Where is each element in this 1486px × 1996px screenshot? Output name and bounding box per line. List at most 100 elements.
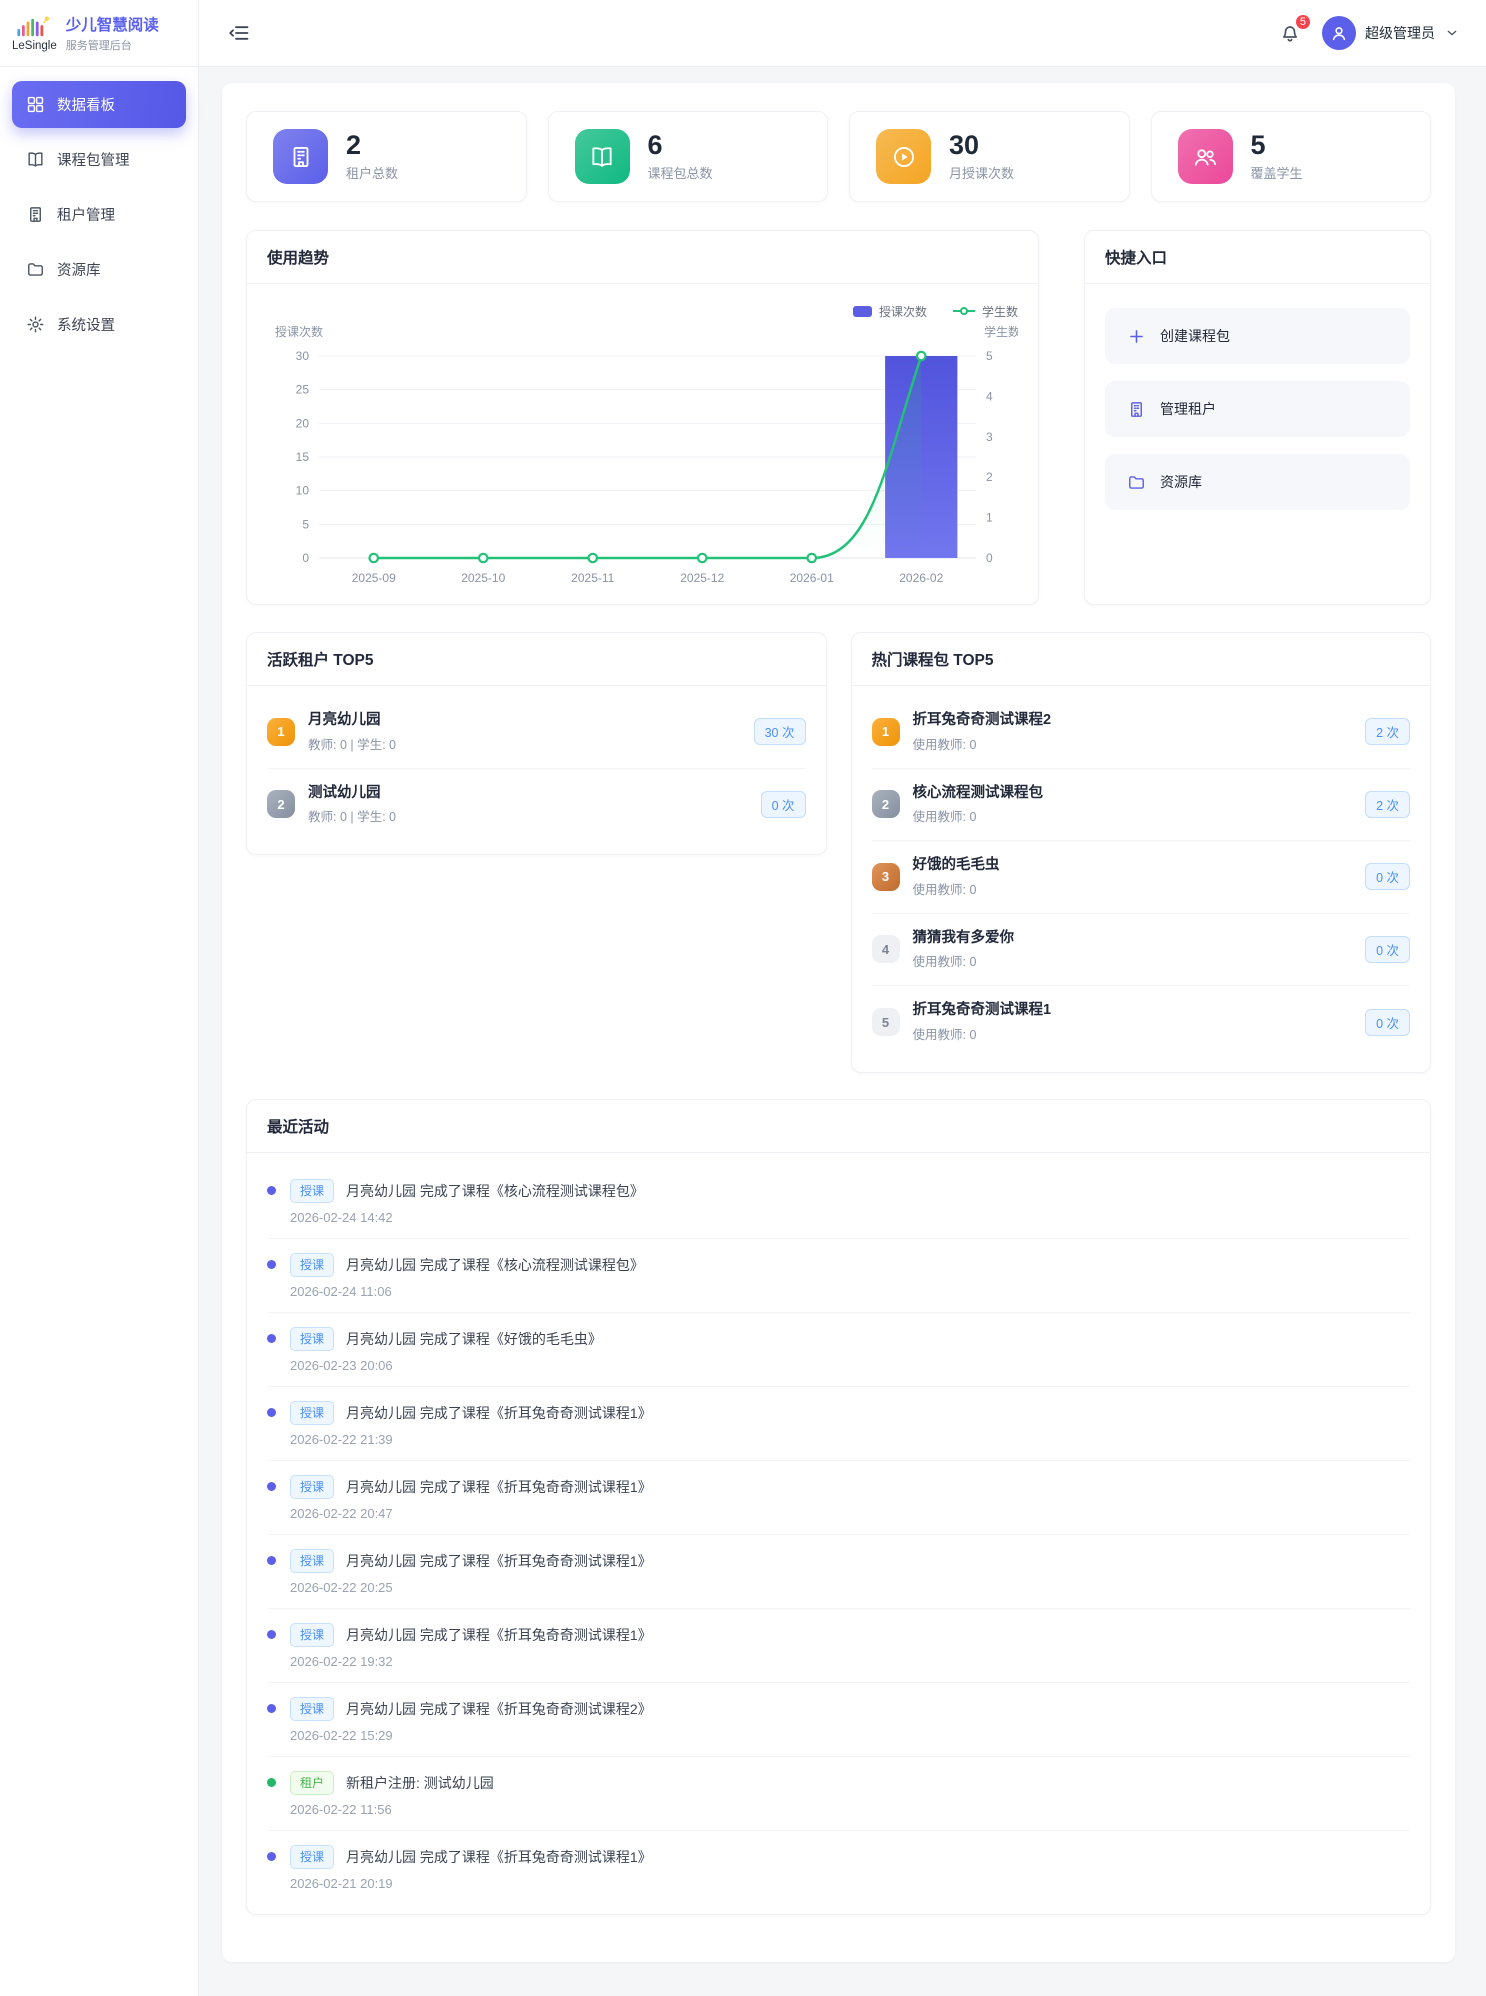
package-name: 猜猜我有多爱你 (912, 929, 1015, 946)
activity-type-badge: 授课 (290, 1844, 335, 1869)
gear-icon (26, 315, 45, 334)
card-title: 活跃租户 TOP5 (247, 633, 826, 686)
svg-text:4: 4 (986, 389, 993, 403)
sidebar-item-resources[interactable]: 资源库 (12, 246, 186, 293)
svg-text:3: 3 (986, 430, 993, 444)
stat-card-monthly-lessons: 30 月授课次数 (849, 111, 1130, 202)
stat-card-tenant-total: 2 租户总数 (246, 111, 527, 202)
sidebar-item-dashboard[interactable]: 数据看板 (12, 81, 186, 128)
sidebar-item-label: 系统设置 (57, 318, 115, 334)
stat-value: 2 (346, 129, 362, 160)
activity-type-badge: 授课 (290, 1252, 335, 1277)
app-title: 少儿智慧阅读 (65, 17, 159, 34)
activity-timestamp: 2026-02-22 11:56 (290, 1801, 392, 1817)
quick-entry-resources[interactable]: 资源库 (1105, 454, 1410, 510)
legend-bar-swatch (852, 305, 872, 317)
activity-row: 授课 月亮幼儿园 完成了课程《好饿的毛毛虫》 2026-02-23 20:06 (267, 1313, 1410, 1387)
use-count-badge: 0 次 (1365, 863, 1410, 891)
logo: LeSingle 少儿智慧阅读 服务管理后台 (0, 0, 198, 67)
activity-type-badge: 授课 (290, 1326, 335, 1351)
stat-value: 5 (1250, 129, 1266, 160)
package-meta: 使用教师: 0 (912, 737, 977, 752)
package-meta: 使用教师: 0 (912, 955, 977, 970)
building-icon (1127, 400, 1146, 419)
username: 超级管理员 (1365, 25, 1435, 41)
activity-timestamp: 2026-02-21 20:19 (290, 1875, 393, 1891)
quick-entry-list: 创建课程包 管理租户 资源库 (1085, 284, 1430, 534)
rank-badge: 3 (871, 862, 900, 891)
svg-text:2025-12: 2025-12 (680, 571, 724, 585)
svg-text:2026-01: 2026-01 (790, 571, 834, 585)
package-name: 核心流程测试课程包 (912, 784, 1044, 801)
card-title: 热门课程包 TOP5 (851, 633, 1430, 686)
activity-timestamp: 2026-02-24 11:06 (290, 1283, 392, 1299)
activity-message: 月亮幼儿园 完成了课程《折耳兔奇奇测试课程1》 (346, 1848, 652, 1865)
activity-type-badge: 授课 (290, 1474, 335, 1499)
plus-icon (1127, 327, 1146, 346)
svg-text:0: 0 (302, 551, 309, 565)
chevron-down-icon (1444, 25, 1460, 41)
tenant-row: 2 测试幼儿园 教师: 0 | 学生: 0 0 次 (267, 769, 806, 841)
sidebar-item-tenants[interactable]: 租户管理 (12, 191, 186, 238)
sidebar-item-settings[interactable]: 系统设置 (12, 301, 186, 348)
legend-item-lessons[interactable]: 授课次数 (852, 303, 927, 320)
notifications-button[interactable]: 5 (1278, 13, 1312, 45)
collapse-sidebar-icon[interactable] (227, 21, 251, 45)
sidebar-item-label: 数据看板 (57, 98, 115, 114)
lesson-count-badge: 0 次 (760, 790, 806, 818)
legend-line-swatch (952, 307, 975, 315)
activity-type-badge: 授课 (290, 1178, 335, 1203)
activity-message: 月亮幼儿园 完成了课程《核心流程测试课程包》 (346, 1182, 644, 1199)
legend-item-students[interactable]: 学生数 (952, 303, 1018, 320)
package-name: 折耳兔奇奇测试课程1 (912, 1002, 1052, 1019)
main-content: 2 租户总数 6 课程包总数 30 月授课次数 (199, 67, 1486, 1996)
use-count-badge: 0 次 (1365, 1008, 1410, 1036)
tenant-meta: 教师: 0 | 学生: 0 (308, 810, 396, 825)
activity-dot (267, 1333, 276, 1343)
svg-text:学生数: 学生数 (984, 324, 1018, 339)
notification-badge: 5 (1293, 13, 1312, 31)
person-icon (1332, 27, 1346, 41)
quick-entry-manage-tenants[interactable]: 管理租户 (1105, 381, 1410, 437)
usage-trend-body: 授课次数 学生数 0 5 10 15 20 25 30 0 1 2 3 4 5 授课次数 学生数 2025-0… (247, 284, 1038, 604)
quick-entry-create-package[interactable]: 创建课程包 (1105, 308, 1410, 364)
activity-type-badge: 授课 (290, 1622, 335, 1647)
activity-timestamp: 2026-02-22 15:29 (290, 1727, 393, 1743)
card-title: 使用趋势 (247, 231, 1038, 284)
activity-dot (267, 1851, 276, 1861)
activity-type-badge: 授课 (290, 1548, 335, 1573)
user-menu[interactable]: 超级管理员 (1322, 16, 1460, 50)
card-title: 最近活动 (247, 1100, 1430, 1153)
sidebar-item-label: 课程包管理 (57, 153, 130, 169)
activity-dot (267, 1555, 276, 1565)
package-row: 5 折耳兔奇奇测试课程1 使用教师: 0 0 次 (871, 986, 1410, 1058)
quick-entry-label: 资源库 (1160, 474, 1202, 490)
svg-text:30: 30 (296, 349, 310, 363)
activity-message: 月亮幼儿园 完成了课程《折耳兔奇奇测试课程1》 (346, 1478, 652, 1495)
recent-activity-list: 授课 月亮幼儿园 完成了课程《核心流程测试课程包》 2026-02-24 14:… (247, 1153, 1430, 1914)
activity-row: 授课 月亮幼儿园 完成了课程《折耳兔奇奇测试课程1》 2026-02-22 19… (267, 1609, 1410, 1683)
quick-entry-card: 快捷入口 创建课程包 管理租户 (1084, 230, 1431, 605)
sidebar-item-label: 资源库 (57, 263, 101, 279)
svg-text:15: 15 (296, 450, 310, 464)
svg-text:2026-02: 2026-02 (899, 571, 943, 585)
sidebar-menu: 数据看板 课程包管理 租户管理 资源库 系统设置 (0, 67, 198, 362)
active-tenants-card: 活跃租户 TOP5 1 月亮幼儿园 教师: 0 | 学生: 0 30 次 2 测… (246, 632, 827, 856)
bell-icon (1282, 26, 1298, 42)
book-icon (26, 150, 45, 169)
activity-row: 租户 新租户注册: 测试幼儿园 2026-02-22 11:56 (267, 1757, 1410, 1831)
sidebar: LeSingle 少儿智慧阅读 服务管理后台 数据看板 课程包管理 租户管理 (0, 0, 199, 1996)
svg-text:20: 20 (296, 416, 310, 430)
sidebar-item-course-packages[interactable]: 课程包管理 (12, 136, 186, 183)
tenant-meta: 教师: 0 | 学生: 0 (308, 737, 396, 752)
quick-entry-label: 管理租户 (1160, 401, 1216, 417)
svg-text:0: 0 (986, 551, 993, 565)
legend-label: 学生数 (981, 304, 1018, 319)
activity-timestamp: 2026-02-23 20:06 (290, 1357, 393, 1373)
stat-value: 30 (949, 129, 980, 160)
package-name: 好饿的毛毛虫 (912, 857, 1000, 874)
activity-message: 月亮幼儿园 完成了课程《折耳兔奇奇测试课程1》 (346, 1552, 652, 1569)
app-subtitle: 服务管理后台 (65, 40, 132, 52)
svg-text:5: 5 (302, 517, 309, 531)
content-shell: 2 租户总数 6 课程包总数 30 月授课次数 (222, 83, 1455, 1962)
